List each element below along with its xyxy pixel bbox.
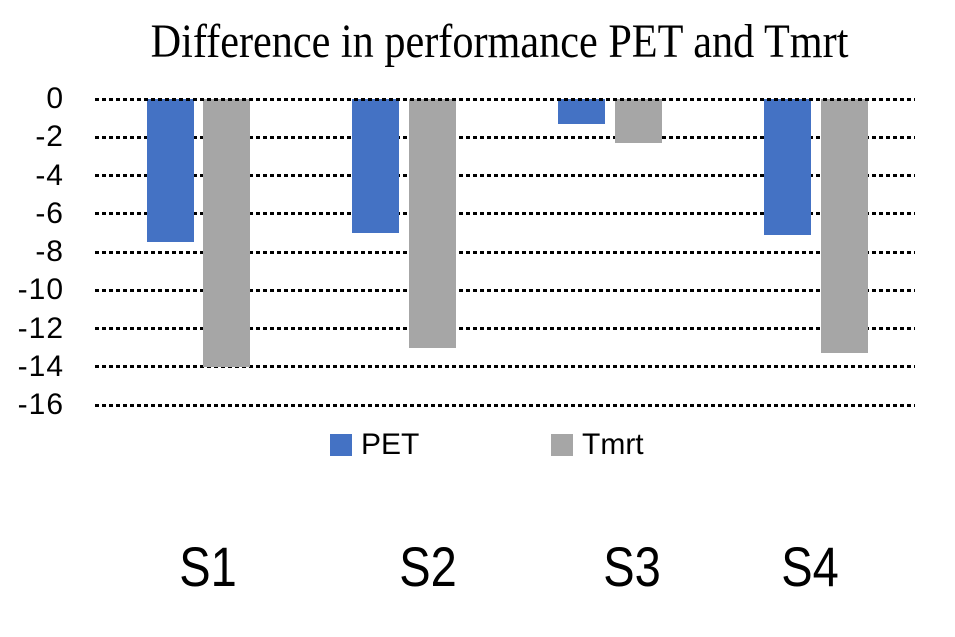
category-label-S1: S1 — [179, 535, 237, 598]
bar-S2-PET — [352, 99, 400, 233]
y-tick-label--10: -10 — [17, 273, 64, 307]
category-label-S2: S2 — [399, 535, 457, 598]
category-label-S4: S4 — [781, 535, 839, 598]
y-tick-label--2: -2 — [35, 120, 64, 154]
legend-label-pet: PET — [361, 428, 420, 461]
y-tick-label--14: -14 — [17, 349, 64, 383]
bar-S3-Tmrt — [614, 99, 662, 143]
bar-S1-PET — [146, 99, 194, 243]
tmrt-swatch — [551, 434, 573, 456]
bar-S2-Tmrt — [409, 99, 456, 348]
legend-item-pet: PET — [330, 428, 420, 461]
gridline--14 — [95, 365, 915, 369]
y-tick-label--6: -6 — [35, 196, 64, 230]
legend-label-tmrt: Tmrt — [582, 428, 644, 461]
y-tick-label--8: -8 — [35, 235, 64, 268]
bar-S3-PET — [558, 99, 606, 124]
legend-item-tmrt: Tmrt — [551, 428, 644, 461]
y-tick-label--16: -16 — [17, 388, 64, 421]
y-tick-label--12: -12 — [17, 311, 64, 345]
gridline--12 — [95, 327, 915, 330]
chart-title: Difference in performance PET and Tmrt — [150, 15, 849, 68]
category-label-S3: S3 — [603, 535, 661, 598]
gridline-0 — [95, 97, 915, 101]
gridline--16 — [95, 403, 915, 407]
gridline--8 — [95, 250, 915, 254]
pet-swatch — [330, 434, 352, 456]
chart-title-row: Difference in performance PET and Tmrt — [22, 15, 955, 69]
gridline--4 — [95, 174, 915, 177]
gridline--10 — [95, 288, 915, 292]
y-tick-label-0: 0 — [46, 82, 64, 115]
gridline--2 — [95, 135, 915, 139]
gridline--6 — [95, 212, 915, 216]
bar-S4-Tmrt — [820, 99, 868, 354]
y-tick-label--4: -4 — [35, 158, 64, 192]
bar-S4-PET — [764, 99, 811, 235]
bar-S1-Tmrt — [203, 99, 251, 367]
